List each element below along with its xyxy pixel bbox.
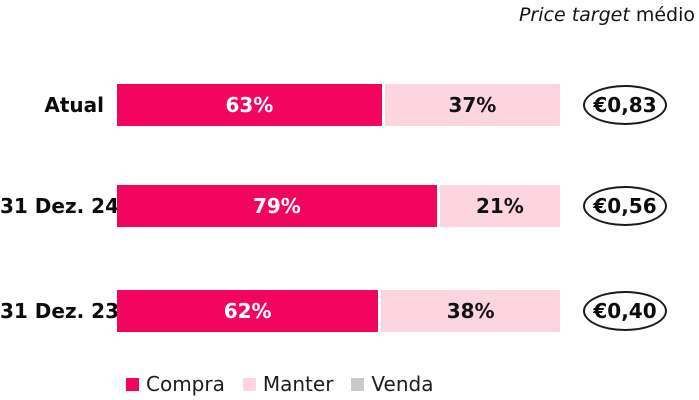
row-label: 31 Dez. 23 — [0, 299, 119, 323]
chart-row-atual: Atual 63% 37% €0,83 — [0, 84, 699, 126]
legend-item-compra: Compra — [126, 372, 225, 396]
legend-label: Manter — [262, 372, 334, 396]
chart-row-31-dez-23: 31 Dez. 23 62% 38% €0,40 — [0, 290, 699, 332]
manter-swatch-icon — [242, 377, 256, 391]
bar-segment-manter: 37% — [384, 84, 560, 126]
bar-segment-manter: 38% — [381, 290, 560, 332]
segment-value: 21% — [475, 194, 524, 218]
segment-value: 38% — [446, 299, 495, 323]
segment-value: 37% — [448, 93, 497, 117]
segment-value: 79% — [252, 194, 301, 218]
segment-value: 63% — [225, 93, 274, 117]
bar-segment-compra: 63% — [117, 84, 382, 126]
bar-segment-manter: 21% — [439, 185, 560, 227]
legend-label: Compra — [146, 372, 225, 396]
legend-item-venda: Venda — [351, 372, 433, 396]
venda-swatch-icon — [351, 377, 365, 391]
chart-title: Price target médio — [519, 2, 695, 28]
price-target-value: €0,40 — [593, 299, 657, 323]
segment-value: 62% — [223, 299, 272, 323]
row-label: 31 Dez. 24 — [0, 194, 119, 218]
price-target-badge: €0,56 — [583, 186, 667, 226]
stacked-bar: 79% 21% — [117, 185, 560, 227]
bar-segment-compra: 79% — [117, 185, 437, 227]
legend-label: Venda — [371, 372, 434, 396]
bar-segment-compra: 62% — [117, 290, 379, 332]
price-target-value: €0,83 — [593, 93, 657, 117]
stacked-bar: 62% 38% — [117, 290, 560, 332]
chart-row-31-dez-24: 31 Dez. 24 79% 21% €0,56 — [0, 185, 699, 227]
legend: Compra Manter Venda — [126, 372, 433, 396]
price-target-badge: €0,83 — [583, 85, 667, 125]
stacked-bar: 63% 37% — [117, 84, 560, 126]
price-target-badge: €0,40 — [583, 291, 667, 331]
price-target-value: €0,56 — [593, 194, 657, 218]
chart-title-regular: médio — [629, 4, 695, 26]
chart-title-italic: Price target — [518, 4, 630, 26]
compra-swatch-icon — [126, 377, 139, 391]
row-label: Atual — [44, 93, 104, 117]
legend-item-manter: Manter — [242, 372, 334, 396]
